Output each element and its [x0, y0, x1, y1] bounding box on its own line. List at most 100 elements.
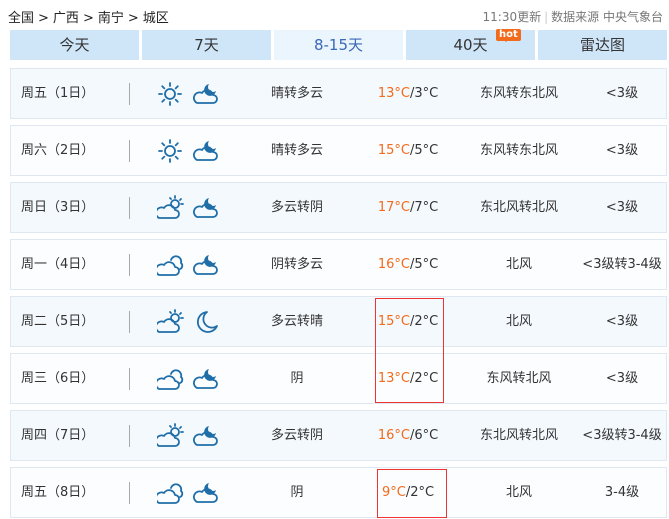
wind-direction: 东北风转北风 [479, 428, 558, 443]
weather-text: 晴转多云 [270, 143, 323, 158]
high-temp: 13°C [377, 86, 410, 101]
forecast-list: 周五（1日） 晴转多云 13°C/3°C 东风转东北风 <3级 周六（2日） 晴转… [10, 68, 667, 519]
wind-level: <3级转3-4级 [582, 428, 662, 443]
low-temp: /7°C [409, 200, 439, 215]
wind-direction: 东风转北风 [486, 371, 552, 386]
weather-text: 阴 [290, 371, 304, 386]
overcast-icon [157, 369, 184, 390]
weather-text: 多云转阴 [270, 200, 323, 215]
temperature: 13°C/2°C [356, 354, 460, 403]
wind-level: <3级转3-4级 [582, 257, 662, 272]
temperature: 16°C/5°C [356, 240, 460, 289]
low-temp: /5°C [409, 143, 439, 158]
cloud-sun-icon [157, 309, 184, 333]
high-temp: 15°C [377, 314, 410, 329]
divider [129, 140, 130, 162]
low-temp: /3°C [409, 86, 439, 101]
weather-text: 阴转多云 [270, 257, 323, 272]
low-temp: /2°C [405, 485, 435, 500]
divider [129, 83, 130, 105]
divider [129, 311, 130, 333]
day-label: 周日（3日） [21, 200, 95, 215]
day-label: 周五（8日） [21, 485, 95, 500]
day-label: 周三（6日） [21, 371, 95, 386]
wind-level: <3级 [605, 314, 639, 329]
overcast-icon [157, 483, 184, 504]
tab-label: 40天 [453, 36, 488, 54]
weather-text: 多云转阴 [270, 428, 323, 443]
low-temp: /2°C [409, 314, 439, 329]
tab-40-days[interactable]: 40天 hot [406, 29, 535, 60]
cloud-sun-icon [157, 423, 184, 447]
weather-text: 多云转晴 [270, 314, 323, 329]
day-label: 周一（4日） [21, 257, 95, 272]
wind-level: 3-4级 [604, 485, 640, 500]
wind-direction: 东北风转北风 [479, 200, 558, 215]
cloud-moon-icon [193, 141, 218, 161]
wind-direction: 北风 [505, 257, 532, 272]
breadcrumb-city[interactable]: 南宁 [97, 11, 124, 26]
cloud-moon-icon [193, 369, 218, 389]
high-temp: 9°C [381, 485, 406, 500]
high-temp: 17°C [377, 200, 410, 215]
temperature: 13°C/3°C [356, 69, 460, 118]
breadcrumb: 全国 > 广西 > 南宁 > 城区 [8, 7, 173, 26]
wind-level: <3级 [605, 371, 639, 386]
cloud-moon-icon [193, 426, 218, 446]
moon-icon [196, 311, 218, 333]
breadcrumb-district: 城区 [142, 11, 169, 26]
tab-8-15-days[interactable]: 8-15天 [274, 30, 403, 60]
data-source: 11:30更新 | 数据来源 中央气象台 [483, 8, 663, 25]
highlight-box [377, 469, 447, 518]
weather-text: 晴转多云 [270, 86, 323, 101]
low-temp: /2°C [409, 371, 439, 386]
forecast-row: 周一（4日） 阴转多云 16°C/5°C 北风 <3级转3-4级 [10, 239, 667, 290]
temperature: 9°C/2°C [356, 468, 460, 517]
temperature: 15°C/2°C [356, 297, 460, 346]
sun-icon [158, 82, 182, 106]
divider [129, 368, 130, 390]
wind-level: <3级 [605, 200, 639, 215]
tab-today[interactable]: 今天 [10, 30, 139, 60]
low-temp: /5°C [409, 257, 439, 272]
low-temp: /6°C [409, 428, 439, 443]
wind-direction: 北风 [505, 485, 532, 500]
highlight-box [375, 298, 444, 403]
forecast-row: 周二（5日） 多云转晴 15°C/2°C 北风 <3级 [10, 296, 667, 347]
cloud-moon-icon [193, 483, 218, 503]
forecast-row: 周三（6日） 阴 13°C/2°C 东风转北风 <3级 [10, 353, 667, 404]
breadcrumb-separator: > [82, 11, 94, 26]
divider [129, 254, 130, 276]
sun-icon [158, 139, 182, 163]
source-text: 数据来源 中央气象台 [551, 10, 663, 24]
weather-text: 阴 [290, 485, 304, 500]
day-label: 周五（1日） [21, 86, 95, 101]
breadcrumb-country[interactable]: 全国 [8, 11, 35, 26]
high-temp: 16°C [377, 428, 410, 443]
forecast-row: 周五（1日） 晴转多云 13°C/3°C 东风转东北风 <3级 [10, 68, 667, 119]
breadcrumb-province[interactable]: 广西 [52, 11, 79, 26]
cloud-sun-icon [157, 195, 184, 219]
wind-level: <3级 [605, 86, 639, 101]
high-temp: 13°C [377, 371, 410, 386]
high-temp: 15°C [377, 143, 410, 158]
divider [129, 482, 130, 504]
overcast-icon [157, 255, 184, 276]
temperature: 15°C/5°C [356, 126, 460, 175]
breadcrumb-separator: > [127, 11, 139, 26]
breadcrumb-separator: > [38, 11, 49, 26]
divider [129, 425, 130, 447]
forecast-tabs: 今天 7天 8-15天 40天 hot 雷达图 [10, 29, 667, 60]
forecast-row: 周六（2日） 晴转多云 15°C/5°C 东风转东北风 <3级 [10, 125, 667, 176]
tab-radar[interactable]: 雷达图 [538, 30, 667, 60]
cloud-moon-icon [193, 198, 218, 218]
day-label: 周六（2日） [21, 143, 95, 158]
update-time: 11:30更新 [482, 10, 542, 24]
hot-badge: hot [496, 29, 521, 42]
cloud-moon-icon [193, 255, 218, 275]
separator: | [544, 10, 549, 24]
tab-7-days[interactable]: 7天 [142, 30, 271, 60]
cloud-moon-icon [193, 84, 218, 104]
wind-direction: 东风转东北风 [479, 86, 558, 101]
